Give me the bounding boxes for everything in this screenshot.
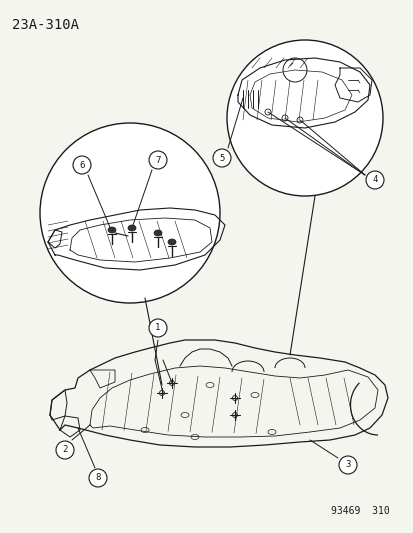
Ellipse shape — [168, 239, 176, 245]
Text: 4: 4 — [371, 175, 377, 184]
Text: 6: 6 — [79, 160, 85, 169]
Ellipse shape — [128, 225, 136, 231]
Text: 1: 1 — [155, 324, 160, 333]
Text: 5: 5 — [219, 154, 224, 163]
Circle shape — [73, 156, 91, 174]
Ellipse shape — [108, 227, 116, 233]
Circle shape — [149, 151, 166, 169]
Circle shape — [365, 171, 383, 189]
Circle shape — [40, 123, 219, 303]
Text: 3: 3 — [344, 461, 350, 470]
Circle shape — [212, 149, 230, 167]
Circle shape — [89, 469, 107, 487]
Text: 23A-310A: 23A-310A — [12, 18, 79, 32]
Circle shape — [149, 319, 166, 337]
Circle shape — [338, 456, 356, 474]
Text: 2: 2 — [62, 446, 67, 455]
Text: 93469  310: 93469 310 — [330, 506, 389, 516]
Ellipse shape — [154, 230, 161, 236]
Text: 8: 8 — [95, 473, 100, 482]
Circle shape — [226, 40, 382, 196]
Text: 7: 7 — [155, 156, 160, 165]
Circle shape — [56, 441, 74, 459]
